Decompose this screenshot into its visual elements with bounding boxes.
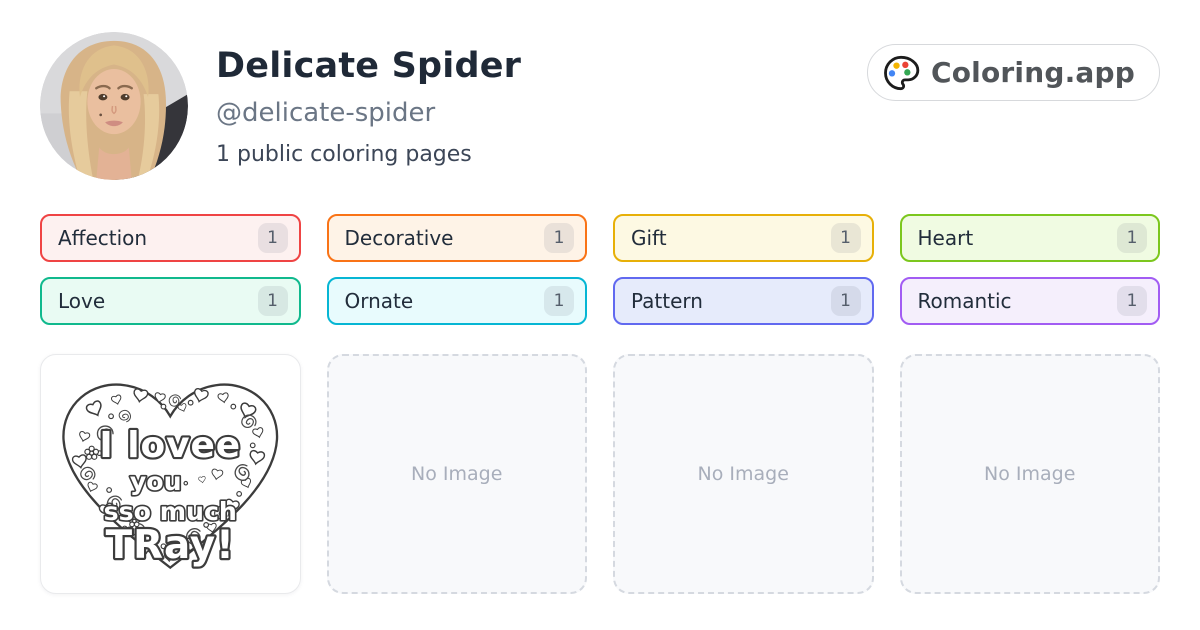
tag-count-badge: 1 [257,223,288,253]
profile-stats: 1 public coloring pages [216,142,472,167]
tag-count-badge: 1 [830,286,861,316]
avatar-illustration [40,32,188,180]
tag-grid: Affection 1 Decorative 1 Gift 1 Heart 1 … [40,214,1160,325]
palette-dot-blue [888,69,896,76]
coloring-page-art: I lovee you sso much TRay! [62,383,279,570]
tag-label: Affection [58,226,148,250]
art-text-line2: you [130,467,182,496]
coloring-page-card[interactable]: I lovee you sso much TRay! [40,354,301,594]
tag-love[interactable]: Love 1 [40,277,301,325]
empty-card: No Image [326,354,587,594]
no-image-label: No Image [697,463,789,485]
profile-handle: @delicate-spider [216,98,436,128]
profile-header: Delicate Spider @delicate-spider 1 publi… [40,0,1160,180]
tag-gift[interactable]: Gift 1 [613,214,874,262]
tag-label: Love [58,289,106,313]
tag-decorative[interactable]: Decorative 1 [326,214,587,262]
palette-dot-yellow [893,62,900,69]
art-text-line4: TRay! [106,523,235,568]
brand-badge[interactable]: Coloring.app [866,44,1160,101]
tag-label: Romantic [917,289,1012,313]
tag-count-badge: 1 [830,223,861,253]
tag-ornate[interactable]: Ornate 1 [326,277,587,325]
palette-dot-green [904,68,911,75]
no-image-label: No Image [984,463,1076,485]
tag-label: Decorative [344,226,454,250]
tag-heart[interactable]: Heart 1 [899,214,1160,262]
art-text-line3: sso much [104,497,237,526]
palette-icon [884,55,920,90]
tag-affection[interactable]: Affection 1 [40,214,301,262]
card-grid: I lovee you sso much TRay! No Image No I… [40,354,1160,594]
tag-count-badge: 1 [544,286,574,316]
empty-card: No Image [613,354,874,594]
tag-count-badge: 1 [1117,223,1147,253]
palette-dot-red [902,61,909,68]
tag-count-badge: 1 [544,223,574,253]
tag-label: Gift [631,226,667,250]
avatar [40,32,188,180]
tag-count-badge: 1 [257,286,288,316]
tag-romantic[interactable]: Romantic 1 [899,277,1160,325]
tag-count-badge: 1 [1117,286,1147,316]
art-text-line1: I lovee [99,425,241,466]
profile-identity: Delicate Spider @delicate-spider 1 publi… [216,32,521,180]
tag-label: Pattern [631,289,703,313]
empty-card: No Image [899,354,1160,594]
tag-pattern[interactable]: Pattern 1 [613,277,874,325]
profile-name: Delicate Spider [216,46,522,86]
no-image-label: No Image [411,463,503,485]
tag-label: Ornate [344,289,414,313]
brand-label: Coloring.app [930,56,1135,89]
tag-label: Heart [917,226,974,250]
